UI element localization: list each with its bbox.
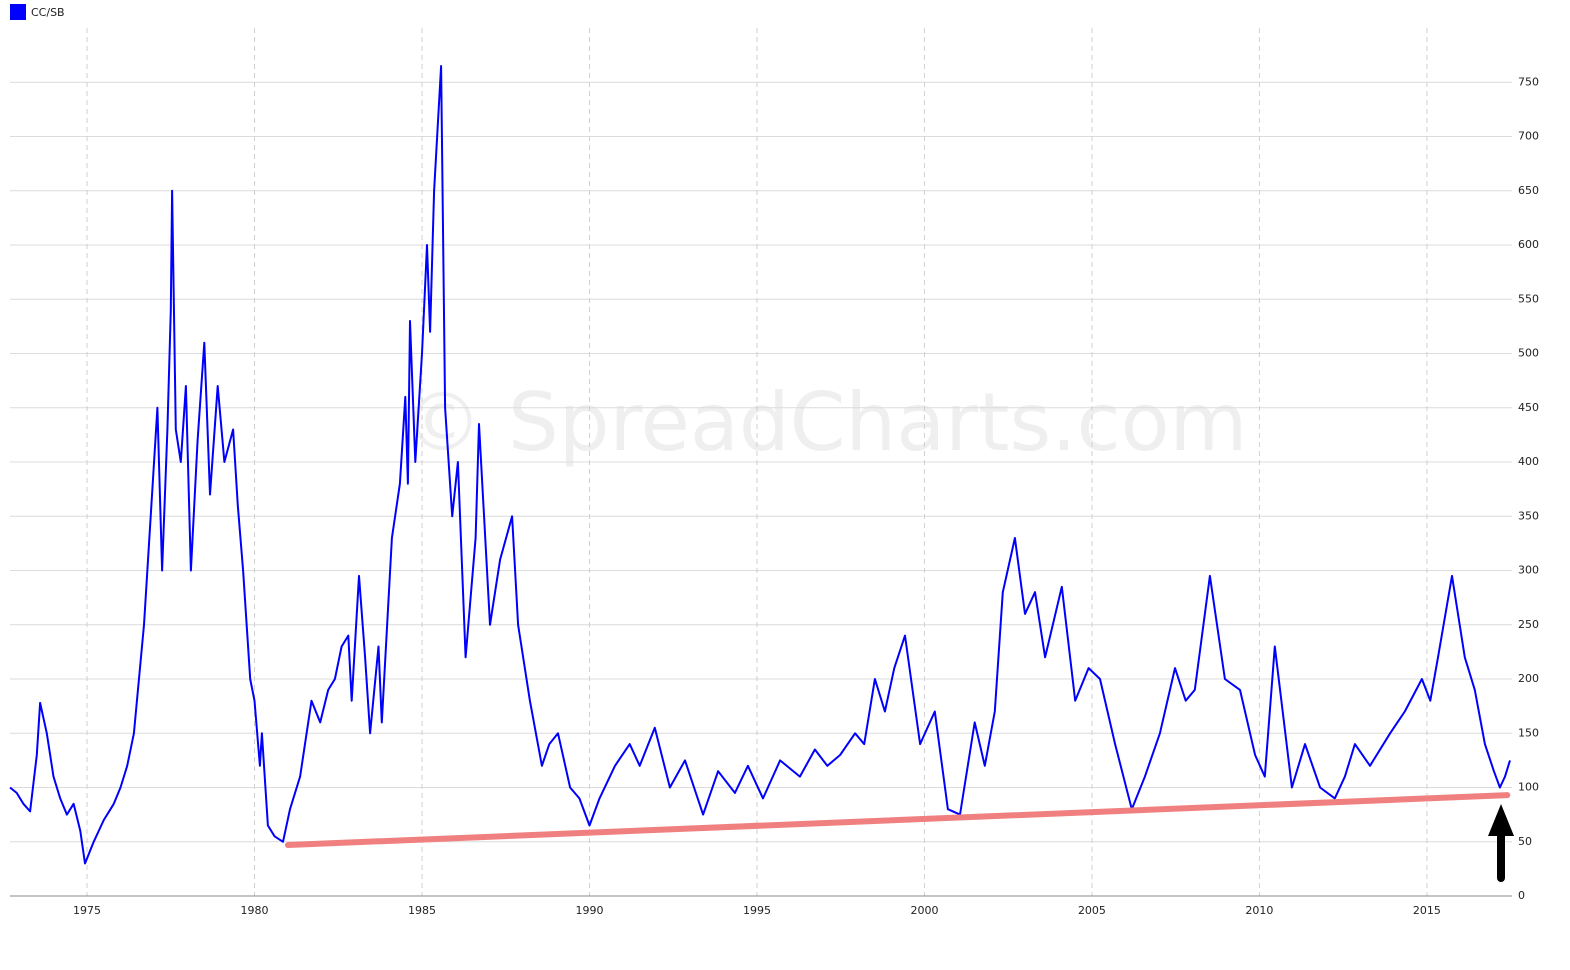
y-tick-label: 450 xyxy=(1518,401,1539,414)
legend-label: CC/SB xyxy=(31,6,65,19)
y-tick-label: 650 xyxy=(1518,184,1539,197)
plot xyxy=(9,65,1511,865)
watermark: © SpreadCharts.com xyxy=(403,376,1248,469)
x-tick-label: 1975 xyxy=(73,904,101,917)
y-tick-label: 150 xyxy=(1518,726,1539,739)
y-tick-label: 550 xyxy=(1518,292,1539,305)
trend-line xyxy=(285,792,1511,848)
data-line xyxy=(9,65,1511,865)
y-tick-label: 0 xyxy=(1518,889,1525,902)
arrow xyxy=(1488,804,1514,882)
y-tick-label: 750 xyxy=(1518,75,1539,88)
y-tick-label: 700 xyxy=(1518,130,1539,143)
x-tick-label: 2010 xyxy=(1245,904,1273,917)
y-tick-label: 300 xyxy=(1518,564,1539,577)
y-tick-label: 600 xyxy=(1518,238,1539,251)
y-tick-label: 350 xyxy=(1518,509,1539,522)
y-tick-label: 500 xyxy=(1518,347,1539,360)
x-tick-label: 2000 xyxy=(910,904,938,917)
x-tick-label: 2005 xyxy=(1078,904,1106,917)
x-tick-label: 1990 xyxy=(575,904,603,917)
x-tick-label: 2015 xyxy=(1413,904,1441,917)
x-tick-label: 1985 xyxy=(408,904,436,917)
legend-swatch xyxy=(10,4,26,20)
y-tick-label: 200 xyxy=(1518,672,1539,685)
y-tick-label: 50 xyxy=(1518,835,1532,848)
y-tick-label: 400 xyxy=(1518,455,1539,468)
y-tick-label: 250 xyxy=(1518,618,1539,631)
grid: 0 50 100 150 200 250 300 350 400 450 500 550 600 650 7… xyxy=(10,28,1539,917)
x-tick-label: 1995 xyxy=(743,904,771,917)
x-tick-label: 1980 xyxy=(241,904,269,917)
y-tick-label: 100 xyxy=(1518,781,1539,794)
